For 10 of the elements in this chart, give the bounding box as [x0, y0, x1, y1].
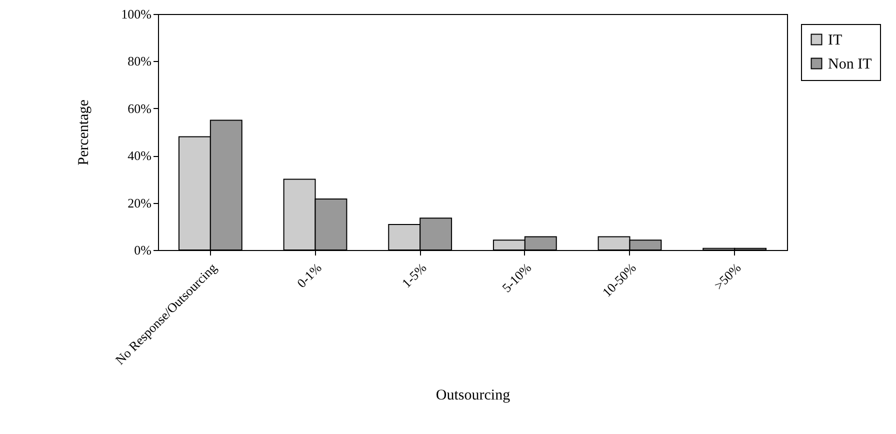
y-tick-label: 40% — [128, 148, 152, 164]
y-tick-label: 60% — [128, 100, 152, 116]
y-tick-label: 0% — [134, 242, 152, 258]
x-axis-title: Outsourcing — [436, 387, 511, 404]
legend-label: IT — [828, 32, 842, 48]
y-axis-title: Percentage — [76, 99, 92, 166]
legend-label: Non IT — [828, 56, 872, 72]
y-tick-label: 100% — [121, 6, 152, 22]
y-tick-label: 80% — [128, 54, 152, 69]
y-tick-label: 20% — [128, 195, 152, 210]
